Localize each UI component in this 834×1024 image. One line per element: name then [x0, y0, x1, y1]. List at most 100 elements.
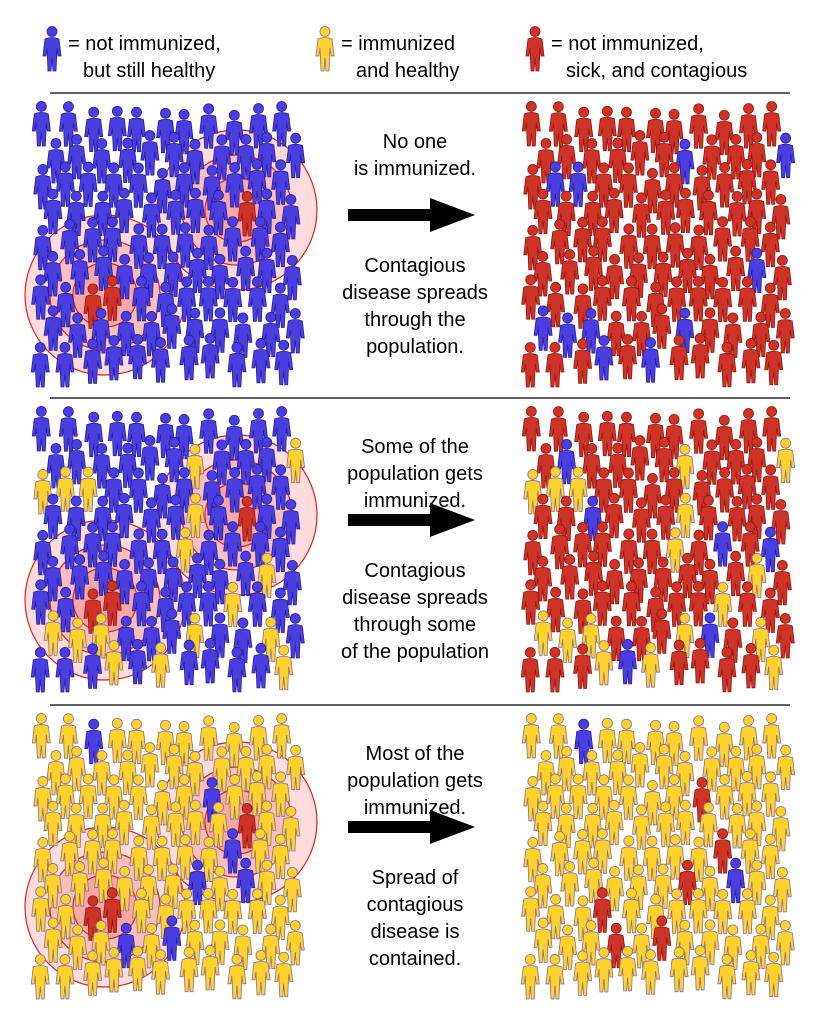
- caption-bottom-line: disease is: [371, 921, 460, 943]
- person: [594, 640, 614, 686]
- caption-bottom-line: Contagious: [364, 560, 465, 582]
- person: [78, 466, 98, 512]
- person: [772, 866, 792, 913]
- caption-bottom-line: disease spreads: [342, 282, 488, 304]
- caption-bottom-line: Contagious: [364, 255, 465, 277]
- legend-label-line: = not immunized,: [68, 33, 221, 55]
- arrow-head: [430, 503, 475, 537]
- person: [533, 917, 553, 963]
- person: [31, 405, 51, 452]
- legend-label-line: = not immunized,: [551, 33, 704, 55]
- person: [558, 617, 578, 663]
- person: [568, 773, 588, 819]
- person: [545, 341, 565, 388]
- person: [715, 774, 735, 820]
- caption-bottom-line: contagious: [367, 894, 464, 916]
- arrow-shaft: [348, 514, 438, 526]
- person: [677, 552, 697, 599]
- person: [689, 715, 709, 761]
- person: [521, 100, 541, 147]
- person: [545, 953, 565, 1000]
- person: [594, 335, 614, 381]
- person: [776, 744, 796, 791]
- caption-bottom-line: through the: [364, 309, 465, 331]
- caption-bottom-line: through some: [354, 614, 476, 636]
- person: [520, 646, 540, 693]
- caption-top: No one is immunized.: [354, 131, 476, 180]
- person: [274, 644, 294, 691]
- person: [713, 216, 733, 262]
- person: [533, 610, 553, 656]
- person: [274, 339, 294, 386]
- caption-top-line: No one: [383, 131, 448, 153]
- person: [764, 339, 784, 386]
- person: [713, 828, 733, 874]
- person: [715, 467, 735, 513]
- person: [533, 305, 553, 351]
- person: [545, 646, 565, 693]
- legend-label: = immunized and healthy: [341, 33, 459, 82]
- person: [726, 857, 746, 904]
- caption-top: Most of the population gets immunized.: [347, 743, 483, 819]
- person: [762, 713, 782, 759]
- person: [677, 247, 697, 294]
- person: [521, 579, 541, 625]
- person: [520, 341, 540, 388]
- caption-bottom: Contagious disease spreads through the popu…: [342, 255, 488, 358]
- caption-top: Some of the population gets immunized.: [347, 436, 483, 512]
- person: [31, 712, 51, 759]
- legend-label: = not immunized, but still healthy: [68, 33, 221, 82]
- person: [772, 254, 792, 301]
- person: [776, 437, 796, 484]
- person: [762, 101, 782, 147]
- person: [78, 773, 98, 819]
- caption-top-line: population gets: [347, 770, 483, 792]
- arrow-head: [430, 198, 475, 232]
- person: [726, 245, 746, 292]
- person: [78, 161, 98, 207]
- person: [568, 466, 588, 512]
- caption-top-line: population gets: [347, 463, 483, 485]
- person: [558, 924, 578, 970]
- person: [689, 103, 709, 149]
- person: [715, 162, 735, 208]
- person: [677, 859, 697, 906]
- caption-bottom-line: Spread of: [372, 867, 459, 889]
- caption-bottom-line: contained.: [369, 948, 461, 970]
- legend-label-line: sick, and contagious: [566, 60, 747, 82]
- person: [521, 886, 541, 932]
- person: [274, 951, 294, 998]
- person: [713, 521, 733, 567]
- person: [521, 274, 541, 320]
- caption-top-line: is immunized.: [354, 158, 476, 180]
- caption-top-line: Most of the: [366, 743, 465, 765]
- person: [521, 712, 541, 759]
- caption-bottom: Contagious disease spreads through some of …: [341, 560, 489, 663]
- person: [762, 406, 782, 452]
- legend-icon: [525, 26, 545, 72]
- legend-label-line: = immunized: [341, 33, 455, 55]
- person: [521, 405, 541, 452]
- legend-icon: [42, 26, 62, 72]
- arrow-head: [430, 810, 475, 844]
- caption-top-line: Some of the: [361, 436, 469, 458]
- person: [776, 132, 796, 179]
- caption-top-line: immunized.: [364, 490, 466, 512]
- person: [558, 312, 578, 358]
- person: [726, 550, 746, 597]
- person: [568, 161, 588, 207]
- legend-label-line: and healthy: [356, 60, 459, 82]
- legend-label: = not immunized, sick, and contagious: [551, 33, 747, 82]
- person: [764, 951, 784, 998]
- caption-bottom: Spread of contagious disease is contained.: [367, 867, 464, 970]
- caption-top-line: immunized.: [364, 797, 466, 819]
- caption-bottom-line: population.: [366, 336, 464, 358]
- person: [772, 559, 792, 606]
- person: [594, 947, 614, 993]
- legend-icon: [315, 26, 335, 72]
- caption-bottom-line: of the population: [341, 641, 489, 663]
- person: [31, 100, 51, 147]
- person: [689, 408, 709, 454]
- legend-label-line: but still healthy: [83, 60, 215, 82]
